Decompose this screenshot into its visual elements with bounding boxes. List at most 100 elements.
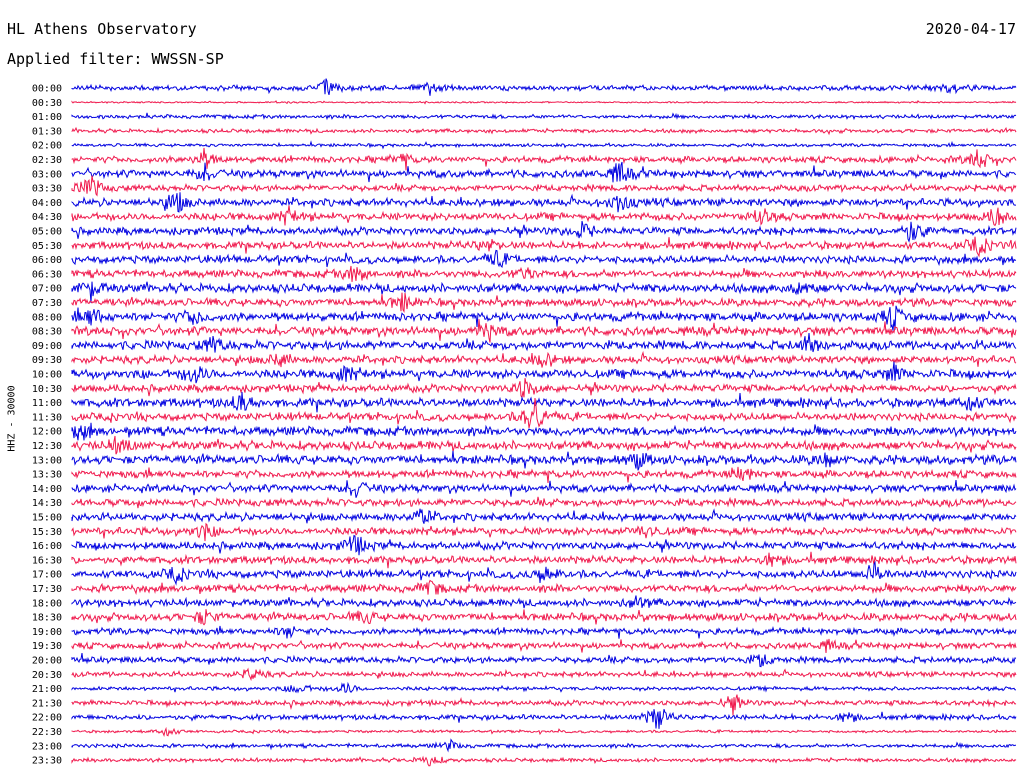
row-time-label: 15:30 xyxy=(32,527,62,538)
trace-line xyxy=(71,249,1017,269)
row-time-label: 19:00 xyxy=(32,627,62,638)
trace-line xyxy=(71,755,1017,767)
trace-line xyxy=(71,305,1017,331)
trace-line xyxy=(71,332,1017,353)
trace-line xyxy=(71,508,1017,524)
trace-line xyxy=(71,391,1017,413)
trace-line xyxy=(71,78,1017,96)
row-time-label: 00:00 xyxy=(32,84,62,95)
trace-line xyxy=(71,361,1017,384)
trace-line xyxy=(71,738,1016,753)
station-title: HL Athens Observatory xyxy=(7,20,197,38)
row-time-label: 18:00 xyxy=(32,598,62,609)
trace-line xyxy=(71,100,1017,105)
row-time-label: 22:00 xyxy=(32,713,62,724)
row-time-label: 12:30 xyxy=(32,441,62,452)
row-time-label: 18:30 xyxy=(32,613,62,624)
trace-line xyxy=(71,422,1017,441)
trace-line xyxy=(71,205,1017,227)
trace-line xyxy=(71,220,1017,243)
row-time-label: 08:30 xyxy=(32,327,62,338)
trace-line xyxy=(71,319,1017,343)
row-time-label: 01:30 xyxy=(32,126,62,137)
row-time-label: 01:00 xyxy=(32,112,62,123)
row-time-label: 07:00 xyxy=(32,284,62,295)
trace-line xyxy=(71,140,1017,150)
trace-line xyxy=(71,681,1017,694)
trace-line xyxy=(71,534,1017,556)
trace-line xyxy=(71,694,1017,716)
row-time-label: 21:00 xyxy=(32,684,62,695)
trace-line xyxy=(71,551,1017,569)
trace-line xyxy=(71,709,1017,729)
trace-line xyxy=(71,397,1017,429)
row-time-label: 09:00 xyxy=(32,341,62,352)
row-time-label: 04:00 xyxy=(32,198,62,209)
trace-line xyxy=(71,480,1017,498)
row-time-label: 08:00 xyxy=(32,312,62,323)
row-time-label: 00:30 xyxy=(32,98,62,109)
trace-line xyxy=(71,450,1017,471)
trace-line xyxy=(71,161,1017,183)
row-time-label: 11:00 xyxy=(32,398,62,409)
row-time-label: 21:30 xyxy=(32,698,62,709)
row-time-label: 23:00 xyxy=(32,741,62,752)
row-time-label: 03:00 xyxy=(32,169,62,180)
trace-line xyxy=(71,236,1017,258)
row-time-label: 05:30 xyxy=(32,241,62,252)
trace-line xyxy=(71,466,1017,483)
trace-line xyxy=(71,281,1017,303)
trace-line xyxy=(71,175,1017,197)
trace-line xyxy=(71,112,1017,121)
trace-line xyxy=(71,638,1017,654)
date-label: 2020-04-17 xyxy=(925,20,1016,38)
row-time-label: 14:30 xyxy=(32,498,62,509)
row-time-label: 10:00 xyxy=(32,370,62,381)
row-time-label: 20:00 xyxy=(32,656,62,667)
trace-line xyxy=(71,579,1017,596)
trace-line xyxy=(71,350,1017,368)
row-time-label: 13:00 xyxy=(32,455,62,466)
trace-line xyxy=(71,726,1017,737)
trace-line xyxy=(71,147,1017,171)
row-time-label: 16:30 xyxy=(32,555,62,566)
row-time-label: 15:00 xyxy=(32,513,62,524)
trace-line xyxy=(71,522,1017,542)
row-time-label: 23:30 xyxy=(32,756,62,767)
row-time-label: 19:30 xyxy=(32,641,62,652)
row-time-label: 20:30 xyxy=(32,670,62,681)
row-time-label: 14:00 xyxy=(32,484,62,495)
trace-line xyxy=(71,192,1016,213)
row-time-label: 02:00 xyxy=(32,141,62,152)
row-time-label: 06:30 xyxy=(32,269,62,280)
trace-line xyxy=(71,625,1017,639)
trace-line xyxy=(71,653,1017,668)
row-time-label: 04:30 xyxy=(32,212,62,223)
trace-line xyxy=(71,292,1017,314)
row-time-label: 12:00 xyxy=(32,427,62,438)
row-time-label: 06:00 xyxy=(32,255,62,266)
trace-line xyxy=(71,609,1017,626)
row-time-label: 17:30 xyxy=(32,584,62,595)
trace-line xyxy=(71,496,1017,509)
row-time-label: 10:30 xyxy=(32,384,62,395)
trace-line xyxy=(71,126,1017,136)
row-time-label: 07:30 xyxy=(32,298,62,309)
filter-label: Applied filter: WWSSN-SP xyxy=(7,50,224,68)
row-time-label: 11:30 xyxy=(32,412,62,423)
row-time-label: 05:00 xyxy=(32,227,62,238)
row-time-label: 13:30 xyxy=(32,470,62,481)
trace-line xyxy=(71,435,1017,455)
trace-line xyxy=(71,667,1017,682)
row-time-label: 02:30 xyxy=(32,155,62,166)
row-time-label: 22:30 xyxy=(32,727,62,738)
trace-line xyxy=(71,378,1017,399)
trace-line xyxy=(71,265,1017,282)
trace-line xyxy=(71,560,1017,586)
trace-line xyxy=(71,595,1017,609)
row-time-label: 09:30 xyxy=(32,355,62,366)
row-time-label: 17:00 xyxy=(32,570,62,581)
row-time-label: 16:00 xyxy=(32,541,62,552)
row-time-label: 03:30 xyxy=(32,184,62,195)
